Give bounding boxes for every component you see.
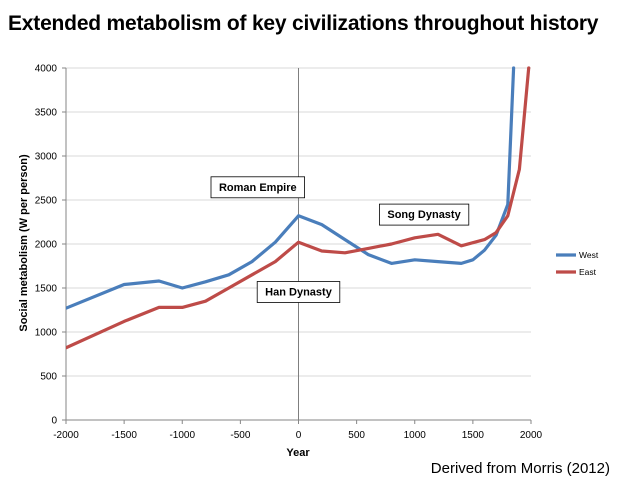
- series-line-west: [66, 66, 516, 310]
- legend: West East: [556, 250, 599, 277]
- annotation-box: [256, 281, 341, 303]
- x-tick-label: -1000: [169, 430, 195, 441]
- y-tick-label: 2000: [35, 240, 58, 251]
- y-tick-label: 1500: [35, 284, 58, 295]
- x-tick-label: 500: [348, 430, 365, 441]
- x-tick-label: 2000: [520, 430, 543, 441]
- source-note: Derived from Morris (2012): [430, 460, 610, 477]
- x-tick-label: -500: [230, 430, 250, 441]
- y-tick-label: 3500: [35, 108, 58, 119]
- series-line-east: [66, 66, 531, 350]
- x-tick-label: -2000: [53, 430, 79, 441]
- annotation-roman-empire: Roman Empire: [210, 176, 305, 199]
- legend-label-east: East: [579, 267, 597, 277]
- series-lines: [66, 66, 531, 350]
- x-tick-label: 1000: [404, 430, 427, 441]
- chart-title: Extended metabolism of key civilizations…: [8, 12, 599, 35]
- annotation-box: [378, 203, 470, 226]
- x-axis-title: Year: [286, 447, 310, 459]
- y-tick-label: 2500: [35, 196, 58, 207]
- x-tick-label: 1500: [462, 430, 485, 441]
- annotation-song-dynasty: Song Dynasty: [378, 203, 470, 226]
- annotation-label: Roman Empire: [219, 182, 297, 194]
- x-tick-label: 0: [296, 430, 302, 441]
- annotation-han-dynasty: Han Dynasty: [256, 281, 341, 303]
- annotation-box: [210, 176, 305, 199]
- legend-label-west: West: [579, 250, 599, 260]
- x-tick-label: -1500: [111, 430, 137, 441]
- y-tick-label: 3000: [35, 152, 58, 163]
- y-tick-label: 1000: [35, 328, 58, 339]
- annotation-label: Song Dynasty: [387, 209, 461, 221]
- axes: 0 500 1000 1500 2000 2500 3000 3500 4000 -2000 -15…: [35, 64, 543, 442]
- y-tick-label: 500: [40, 372, 57, 383]
- y-tick-label: 0: [51, 416, 57, 427]
- annotation-label: Han Dynasty: [265, 287, 333, 299]
- y-tick-label: 4000: [35, 64, 58, 75]
- annotations: Roman Empire Song Dynasty Han Dynasty: [210, 176, 470, 303]
- y-axis-title: Social metabolism (W per person): [18, 154, 30, 332]
